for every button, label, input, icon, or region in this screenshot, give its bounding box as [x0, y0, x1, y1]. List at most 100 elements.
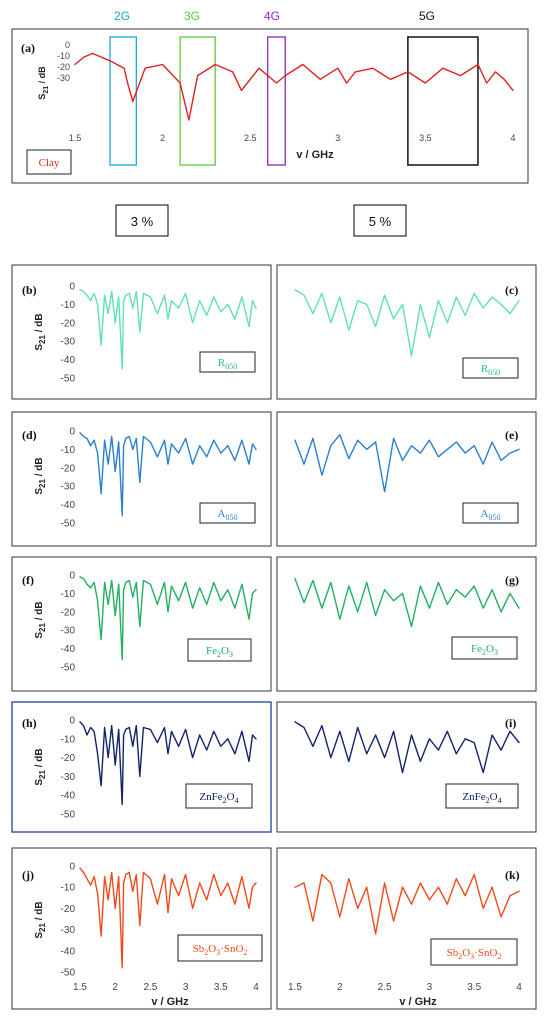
- series-line: [79, 867, 257, 969]
- legend-label: Sb2O3·SnO2: [447, 947, 502, 961]
- panel-label: (c): [505, 283, 518, 297]
- series-line: [294, 434, 520, 493]
- y-tick-label: -10: [61, 589, 76, 600]
- legend-label: A050: [218, 508, 238, 522]
- y-axis-label: S21 / dB: [34, 313, 47, 350]
- panel-frame: [11, 28, 529, 184]
- band-label-2g: 2G: [114, 9, 130, 23]
- panel-c: (c) R050: [276, 264, 537, 400]
- series-line: [294, 873, 520, 935]
- panel-b: 0 -10 -20 -30 -40 -50 S21 / dB (b) R050: [11, 264, 272, 400]
- panel-frame: [276, 411, 537, 547]
- panel-label: (h): [22, 716, 37, 730]
- y-tick-label: -30: [61, 925, 76, 936]
- y-tick-label: -30: [61, 337, 76, 348]
- x-tick-label: 1.5: [288, 982, 302, 993]
- panel-label: (j): [22, 868, 34, 882]
- pct-label: 5 %: [369, 214, 392, 229]
- panel-frame: [276, 264, 537, 400]
- panel-label: (i): [505, 716, 516, 730]
- band-label-4g: 4G: [264, 9, 280, 23]
- y-tick-label: -20: [61, 463, 76, 474]
- panel-frame: [276, 556, 537, 692]
- y-tick-label: -30: [61, 626, 76, 637]
- x-axis-label: v / GHz: [399, 996, 437, 1008]
- series-line: [79, 576, 257, 661]
- y-tick-label: 0: [69, 427, 75, 438]
- y-tick-label: 0: [69, 282, 75, 293]
- x-tick-label: 3: [335, 133, 340, 143]
- y-tick-label: -50: [61, 663, 76, 674]
- y-tick-label: -10: [57, 51, 70, 61]
- y-axis-label: S21 / dB: [37, 66, 50, 100]
- legend-label: Clay: [39, 157, 60, 169]
- legend-label: Fe2O3: [206, 645, 233, 659]
- panel-frame: [11, 264, 272, 400]
- y-tick-label: -50: [61, 519, 76, 530]
- y-tick-label: -40: [61, 355, 76, 366]
- panel-frame: [11, 556, 272, 692]
- x-tick-label: 4: [516, 982, 522, 993]
- panel-d: 0 -10 -20 -30 -40 -50 S21 / dB (d) A050: [11, 411, 272, 547]
- panel-i: (i) ZnFe2O4: [276, 701, 537, 833]
- panel-e: (e) A050: [276, 411, 537, 547]
- legend-label: ZnFe2O4: [462, 791, 501, 805]
- y-tick-label: -40: [61, 644, 76, 655]
- panel-k: 1.5 2 2.5 3 3.5 4 v / GHz (k) Sb2O3·SnO2: [276, 847, 537, 1010]
- x-tick-label: 2.5: [378, 982, 392, 993]
- x-tick-label: 3: [427, 982, 433, 993]
- band-header: 2G 3G 4G 5G: [114, 9, 435, 23]
- panel-label: (k): [505, 868, 520, 882]
- panel-label: (g): [505, 573, 519, 587]
- y-tick-label: 0: [65, 40, 70, 50]
- legend-label: R050: [481, 363, 500, 377]
- x-tick-label: 4: [510, 133, 515, 143]
- legend-label: Fe2O3: [471, 643, 498, 657]
- band-2g-rect: [109, 36, 137, 166]
- x-tick-label: 3: [183, 982, 189, 993]
- pct-box: [353, 204, 407, 237]
- band-label-5g: 5G: [419, 9, 435, 23]
- panel-label: (b): [22, 283, 37, 297]
- y-tick-label: -20: [57, 62, 70, 72]
- y-tick-label: -20: [61, 753, 76, 764]
- x-tick-label: 3.5: [467, 982, 481, 993]
- pct-label: 3 %: [131, 214, 154, 229]
- legend-label: A050: [481, 508, 501, 522]
- legend-box: [26, 149, 72, 175]
- band-3g-rect: [179, 36, 216, 166]
- y-tick-label: 0: [69, 862, 75, 873]
- panel-frame: [276, 701, 537, 833]
- legend-box: [199, 502, 256, 524]
- y-tick-label: -40: [61, 791, 76, 802]
- series-line: [79, 289, 257, 370]
- band-4g-rect: [267, 36, 286, 166]
- band-5g-rect: [407, 36, 479, 166]
- legend-box: [185, 783, 253, 809]
- panel-label: (e): [505, 428, 518, 442]
- series-line: [74, 52, 514, 121]
- panel-frame: [276, 847, 537, 1010]
- y-tick-label: 0: [69, 716, 75, 727]
- panel-label: (a): [21, 41, 35, 55]
- legend-box: [199, 351, 256, 373]
- y-tick-label: -20: [61, 607, 76, 618]
- legend-box: [430, 938, 518, 966]
- x-tick-label: 2.5: [143, 982, 157, 993]
- legend-box: [187, 638, 252, 662]
- y-tick-label: -10: [61, 445, 76, 456]
- y-axis-label: S21 / dB: [34, 901, 47, 938]
- y-tick-label: -20: [61, 904, 76, 915]
- x-axis-label: v / GHz: [151, 996, 189, 1008]
- legend-box: [445, 783, 519, 809]
- y-tick-label: -30: [57, 73, 70, 83]
- band-label-3g: 3G: [184, 9, 200, 23]
- y-tick-label: -10: [61, 734, 76, 745]
- x-tick-label: 4: [253, 982, 259, 993]
- x-tick-label: 2: [337, 982, 343, 993]
- legend-label: R050: [218, 357, 237, 371]
- y-tick-label: -50: [61, 374, 76, 385]
- panel-g: (g) Fe2O3: [276, 556, 537, 692]
